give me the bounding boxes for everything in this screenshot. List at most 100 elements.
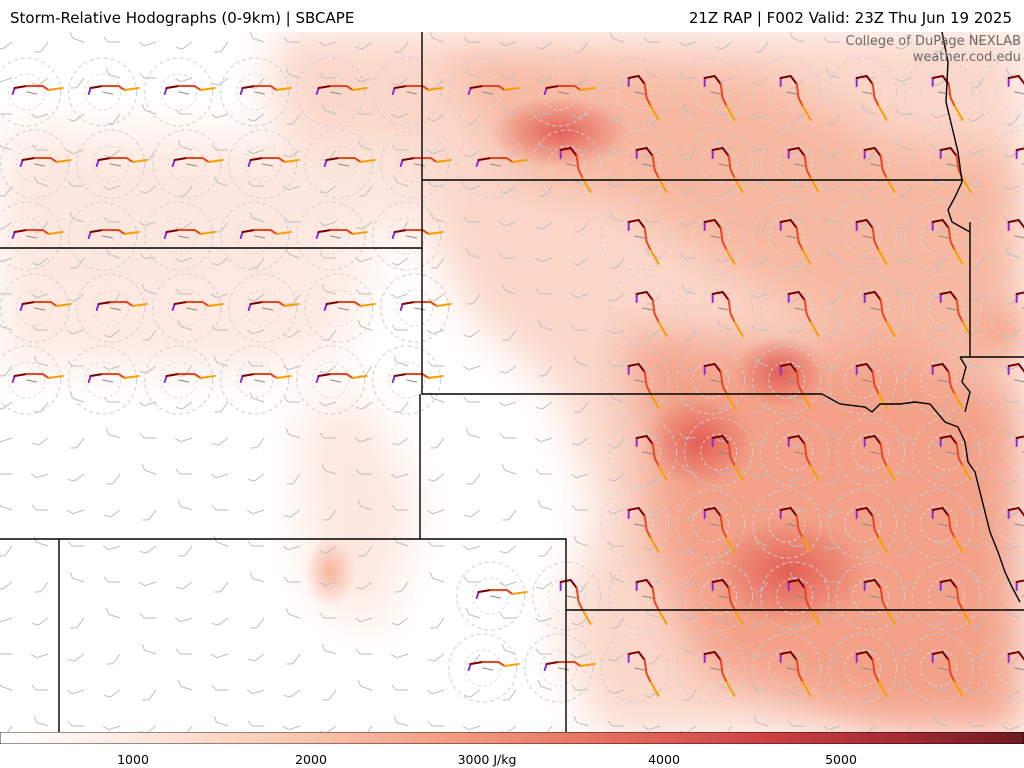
wind-barb <box>321 644 337 655</box>
wind-barb <box>390 473 409 479</box>
hodograph <box>19 157 72 167</box>
hodograph <box>855 218 888 265</box>
wind-barb <box>1006 653 1021 665</box>
wind-barb <box>1005 248 1021 259</box>
hodograph-ring-inner <box>844 217 882 255</box>
wind-barb <box>393 716 409 727</box>
wind-barb <box>499 252 516 259</box>
wind-barb <box>573 356 589 367</box>
wind-barb <box>858 41 877 47</box>
wind-barb <box>823 36 840 43</box>
storm-motion-arrow <box>1014 667 1024 671</box>
storm-motion-arrow <box>786 235 798 239</box>
wind-barb <box>717 320 733 331</box>
wind-barb <box>534 617 553 623</box>
wind-barb <box>0 221 13 230</box>
wind-barb <box>1005 608 1021 619</box>
wind-barb <box>789 212 805 223</box>
wind-barb <box>427 720 444 727</box>
hodograph <box>87 85 140 95</box>
wind-barb <box>967 293 985 302</box>
hodograph-ring <box>448 57 518 127</box>
wind-barb <box>643 689 661 698</box>
hodograph <box>11 373 64 383</box>
hodograph-ring <box>988 273 1024 343</box>
wind-barb <box>501 284 517 295</box>
wind-barb <box>319 185 337 194</box>
hodograph <box>315 229 368 239</box>
hodograph <box>703 218 736 265</box>
hodograph <box>467 85 520 95</box>
wind-barb <box>105 68 121 79</box>
hodograph-ring-inner <box>776 145 814 183</box>
wind-barb <box>358 185 373 197</box>
wind-barb <box>499 612 516 619</box>
hodograph-ring-inner <box>320 145 358 183</box>
wind-barb <box>67 720 84 727</box>
hodograph-ring <box>760 561 830 631</box>
wind-barb <box>426 149 445 155</box>
hodograph-ring-inner <box>920 361 958 399</box>
hodograph-ring <box>904 201 974 271</box>
wind-barb <box>897 680 913 691</box>
wind-barb <box>751 437 769 446</box>
hodograph <box>703 506 736 553</box>
wind-barb <box>391 144 408 151</box>
wind-barb <box>249 32 265 43</box>
hodograph <box>931 218 964 265</box>
wind-barb <box>859 612 876 619</box>
wind-barb <box>1002 185 1021 191</box>
wind-barb <box>426 689 445 695</box>
storm-motion-arrow <box>178 91 190 95</box>
credit-url[interactable]: weather.cod.edu <box>912 50 1021 65</box>
hodograph <box>711 146 744 193</box>
hodograph-ring-inner <box>844 649 882 687</box>
wind-barb <box>177 500 193 511</box>
wind-barb <box>66 509 85 515</box>
wind-barb <box>426 329 445 335</box>
wind-barb <box>70 617 85 629</box>
wind-barb <box>1002 545 1021 551</box>
wind-barb <box>678 401 697 407</box>
hodograph-ring-inner <box>160 217 198 255</box>
hodograph-ring-inner <box>996 649 1024 687</box>
wind-barb <box>250 257 265 269</box>
wind-barb <box>609 392 625 403</box>
wind-barb <box>498 41 517 47</box>
wind-barb <box>463 216 480 223</box>
wind-barb <box>69 572 85 583</box>
hodograph-ring-inner <box>920 73 958 111</box>
border-mo-river-2 <box>959 356 971 413</box>
wind-barb <box>246 689 265 695</box>
wind-barb <box>175 581 193 590</box>
wind-barb <box>139 252 156 259</box>
storm-motion-arrow <box>34 307 46 311</box>
wind-barb <box>103 329 121 338</box>
hodograph-ring-inner <box>776 577 814 615</box>
hodograph-ring <box>532 129 602 199</box>
hodograph-ring-inner <box>540 73 578 111</box>
hodograph <box>787 578 820 625</box>
wind-barb <box>429 392 445 403</box>
map-canvas[interactable] <box>0 32 1024 732</box>
hodograph-ring-inner <box>996 73 1024 111</box>
wind-barbs <box>0 32 1021 732</box>
wind-barb <box>823 216 840 223</box>
wind-barb <box>319 545 337 554</box>
wind-barb <box>211 77 229 86</box>
wind-barb <box>607 360 624 367</box>
storm-motion-arrow <box>794 163 806 167</box>
wind-barb <box>822 725 841 731</box>
wind-barb <box>823 329 841 338</box>
wind-barb <box>966 149 985 155</box>
hodograph-ring-inner <box>8 73 46 111</box>
hodograph-ring-inner <box>1004 145 1024 183</box>
hodograph-ring-inner <box>1004 577 1024 615</box>
wind-barb <box>751 77 769 86</box>
hodograph-ring <box>676 345 746 415</box>
storm-motion-arrow <box>566 595 578 599</box>
wind-barb <box>211 684 228 691</box>
wind-barb <box>175 648 192 655</box>
map-panel[interactable]: College of DuPage NEXLAB weather.cod.edu <box>0 32 1024 732</box>
wind-barb <box>499 545 517 554</box>
